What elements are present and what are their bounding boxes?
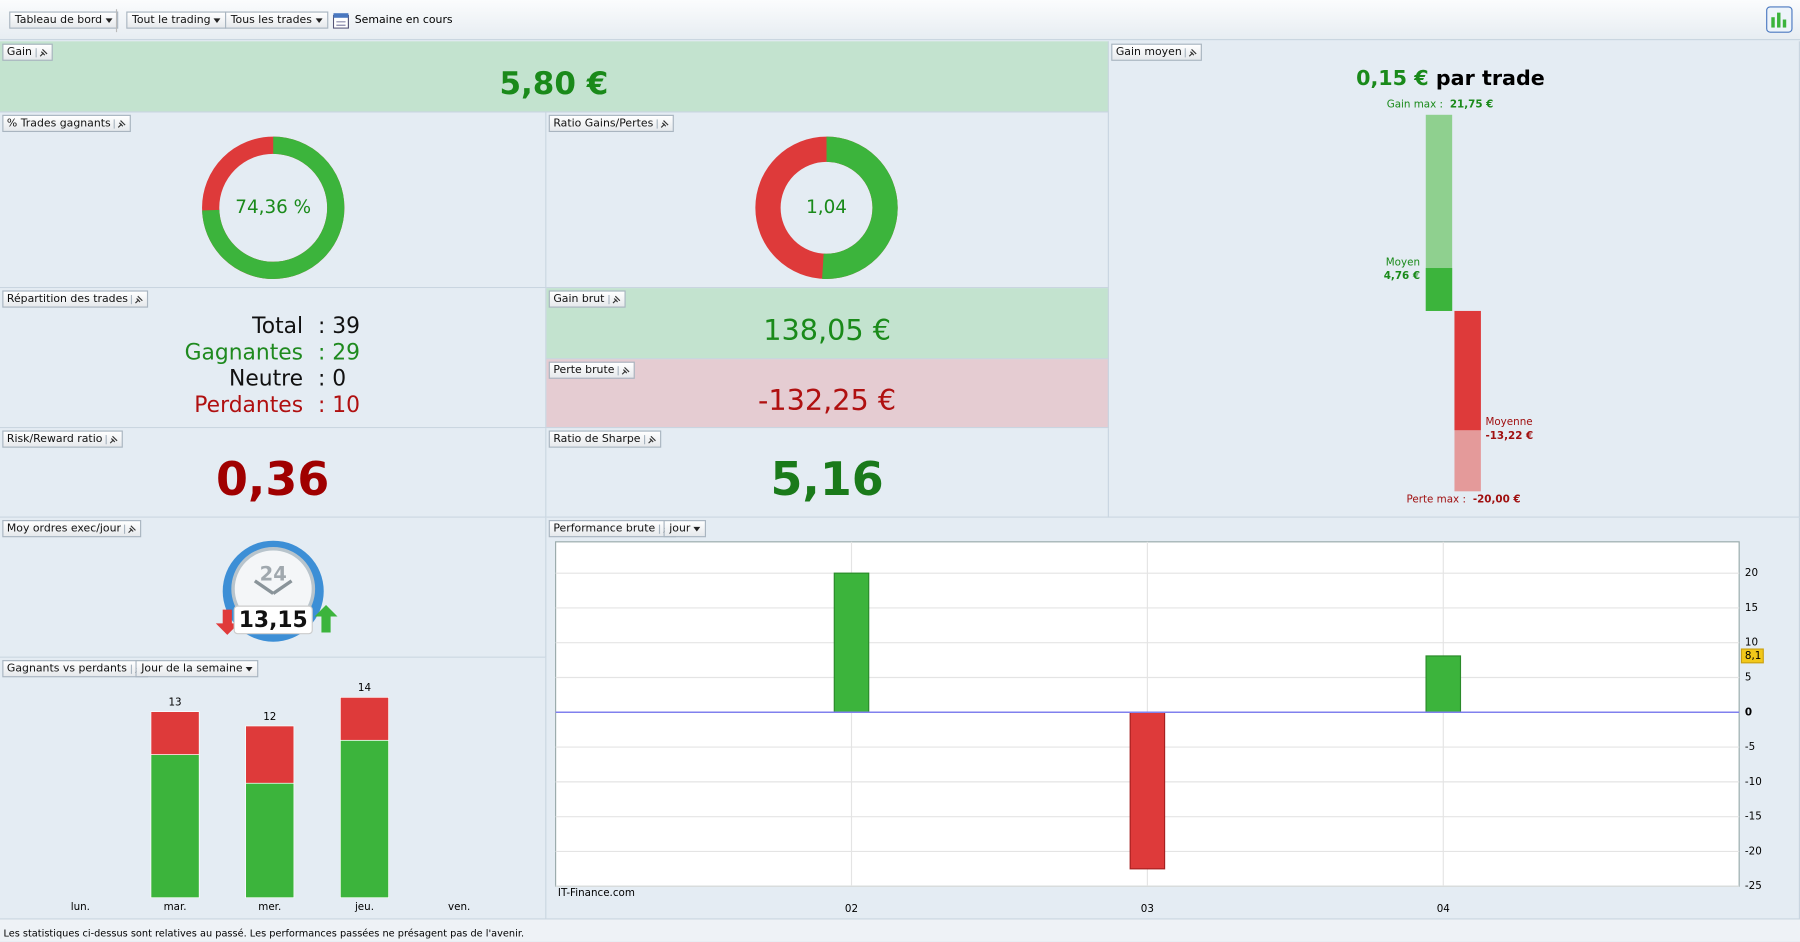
tag-label: Performance brute bbox=[553, 522, 656, 535]
toolbar: Tableau de bord Tout le trading Tous les… bbox=[0, 0, 1800, 41]
performance-panel: Performance brute jour bbox=[546, 517, 1800, 920]
row-value: : 39 bbox=[317, 313, 361, 339]
gross-gain-value: 138,05 € bbox=[763, 313, 891, 347]
gross-loss-value: -132,25 € bbox=[758, 383, 897, 417]
panel-tag[interactable]: Risk/Reward ratio bbox=[2, 430, 124, 448]
gross-loss-panel: Perte brute -132,25 € bbox=[546, 359, 1109, 429]
tag-label: Gain moyen bbox=[1115, 45, 1182, 59]
panel-tag[interactable]: Gain brut bbox=[548, 290, 626, 308]
panel-tag[interactable]: Perte brute bbox=[548, 361, 636, 379]
gain-panel: Gain 5,80 € bbox=[0, 41, 1109, 113]
gross-gain-panel: Gain brut 138,05 € bbox=[546, 288, 1109, 360]
row-value: : 0 bbox=[317, 366, 347, 392]
row-label: Gagnantes bbox=[184, 339, 304, 366]
tag-label: Ratio Gains/Pertes bbox=[553, 117, 654, 130]
panel-tag[interactable]: Moy ordres exec/jour bbox=[2, 520, 142, 538]
calendar-icon[interactable] bbox=[332, 13, 350, 29]
panel-tag[interactable]: Gain moyen bbox=[1111, 43, 1203, 61]
settings-icon[interactable] bbox=[1766, 6, 1794, 34]
panel-tag[interactable]: Gagnants vs perdants bbox=[2, 660, 148, 678]
gain-value: 5,80 € bbox=[499, 66, 609, 103]
tag-label: Gagnants vs perdants bbox=[6, 662, 127, 676]
separator bbox=[115, 9, 118, 33]
row-label: Perdantes bbox=[194, 392, 304, 418]
panel-tag[interactable]: % Trades gagnants bbox=[2, 114, 132, 133]
distribution-panel: Répartition des trades Total : 39 Gagnante… bbox=[0, 288, 547, 429]
risk-reward-value: 0,36 bbox=[215, 453, 330, 507]
avg-gain-panel: Gain moyen 0,15 € par trade bbox=[1108, 41, 1800, 518]
period-text[interactable]: Semaine en cours bbox=[354, 13, 453, 27]
panel-tag[interactable]: Ratio Gains/Pertes bbox=[548, 114, 674, 133]
panel-tag[interactable]: Gain bbox=[2, 43, 53, 61]
scope-dropdown[interactable]: Tout le trading bbox=[126, 11, 227, 29]
tag-label: Perte brute bbox=[553, 363, 615, 377]
trades-dropdown[interactable]: Tous les trades bbox=[225, 11, 329, 29]
avg-gain-suffix: par trade bbox=[1435, 66, 1545, 91]
ratio-panel: Ratio Gains/Pertes bbox=[546, 112, 1109, 289]
sharpe-value: 5,16 bbox=[770, 453, 884, 507]
row-label: Neutre bbox=[229, 366, 304, 392]
row-value: : 29 bbox=[317, 339, 361, 366]
win-rate-panel: % Trades gagnants bbox=[0, 112, 547, 289]
tag-label: Gain brut bbox=[553, 292, 605, 306]
dashboard-dropdown[interactable]: Tableau de bord bbox=[9, 11, 119, 29]
risk-reward-panel: Risk/Reward ratio 0,36 bbox=[0, 428, 547, 518]
tag-label: % Trades gagnants bbox=[6, 117, 111, 130]
orders-panel: Moy ordres exec/jour bbox=[0, 517, 547, 658]
avg-gain-title: 0,15 € par trade bbox=[1102, 67, 1799, 91]
period-dropdown[interactable]: jour bbox=[663, 520, 707, 538]
row-label: Total bbox=[252, 313, 304, 339]
panel-tag[interactable]: Performance brute bbox=[548, 520, 676, 538]
weekday-dropdown[interactable]: Jour de la semaine bbox=[135, 660, 259, 678]
tag-label: Ratio de Sharpe bbox=[553, 432, 641, 446]
panel-tag[interactable]: Ratio de Sharpe bbox=[548, 430, 662, 448]
tag-label: Répartition des trades bbox=[6, 292, 128, 306]
tag-label: Gain bbox=[6, 45, 32, 59]
footer: Les statistiques ci-dessus sont relative… bbox=[0, 919, 1800, 942]
row-value: : 10 bbox=[317, 392, 361, 418]
avg-gain-value: 0,15 € bbox=[1356, 66, 1429, 91]
weekday-panel: Gagnants vs perdants Jour de la semaine bbox=[0, 657, 547, 920]
sharpe-panel: Ratio de Sharpe 5,16 bbox=[546, 428, 1109, 518]
tag-label: Moy ordres exec/jour bbox=[6, 522, 122, 535]
tag-label: Risk/Reward ratio bbox=[6, 432, 103, 446]
panel-tag[interactable]: Répartition des trades bbox=[2, 290, 149, 308]
